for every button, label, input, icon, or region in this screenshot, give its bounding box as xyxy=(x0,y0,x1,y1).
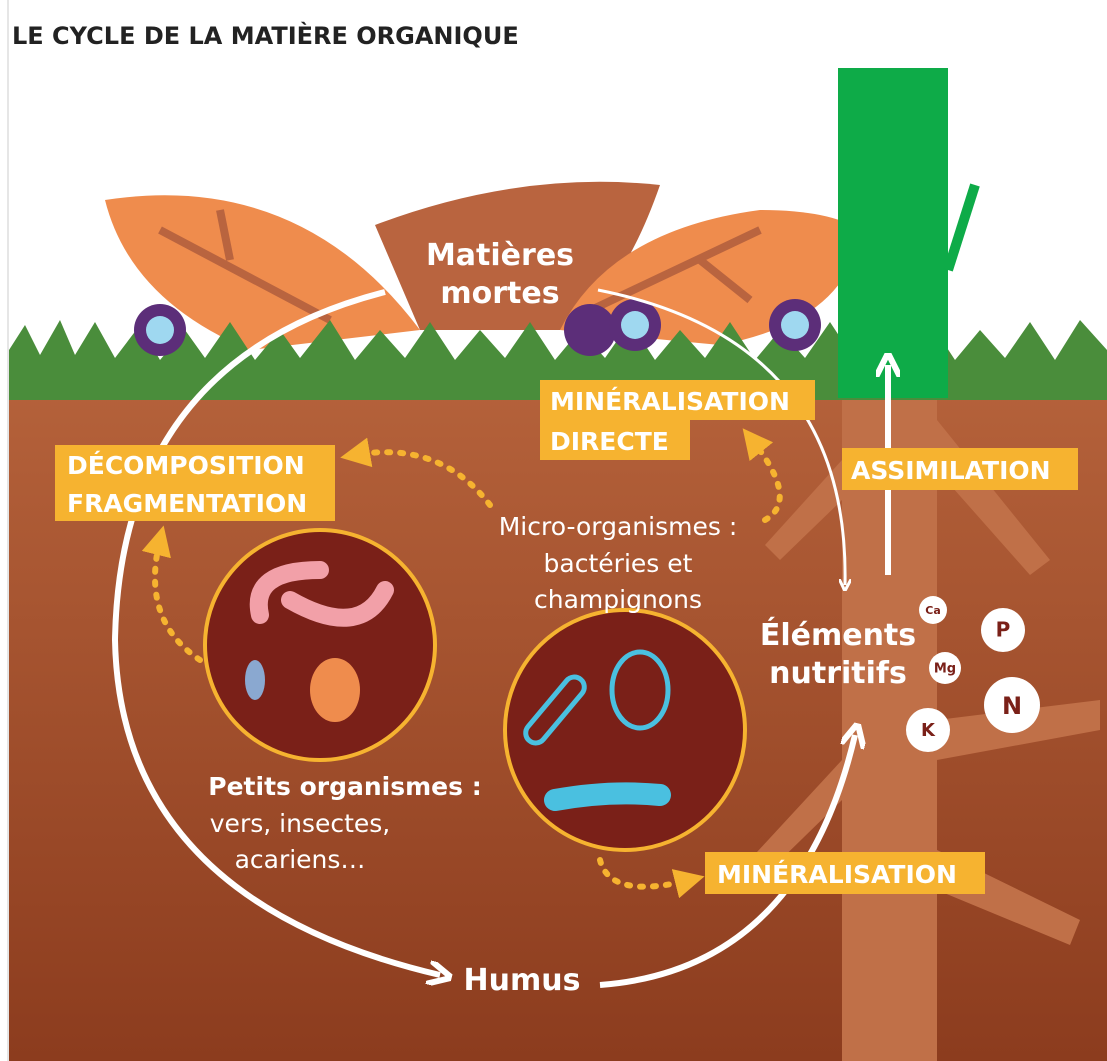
process-label: DIRECTE xyxy=(550,427,669,456)
process-label: MINÉRALISATION xyxy=(550,387,790,416)
element-label: N xyxy=(1002,692,1022,720)
process-label: DÉCOMPOSITION xyxy=(67,451,305,480)
diagram: LE CYCLE DE LA MATIÈRE ORGANIQUE xyxy=(0,0,1107,1061)
node-label: champignons xyxy=(534,585,702,614)
plant-stem xyxy=(838,68,948,398)
node-label: nutritifs xyxy=(769,656,907,691)
node-label: Petits organismes : xyxy=(208,772,481,801)
node-label: Micro-organismes : xyxy=(499,512,738,541)
insect xyxy=(245,660,265,700)
element-label: K xyxy=(921,720,936,741)
element-label: P xyxy=(996,618,1011,642)
process-label: ASSIMILATION xyxy=(851,456,1051,485)
element-label: Ca xyxy=(925,604,941,617)
node-label: mortes xyxy=(440,276,559,311)
node-label: Éléments xyxy=(760,617,916,653)
mite xyxy=(310,658,360,722)
node-label: bactéries et xyxy=(544,549,693,578)
plant-leaf xyxy=(948,185,975,270)
microbes-circle xyxy=(505,610,745,850)
process-label: MINÉRALISATION xyxy=(717,860,957,889)
node-label: vers, insectes, xyxy=(210,809,390,838)
title: LE CYCLE DE LA MATIÈRE ORGANIQUE xyxy=(12,21,519,50)
process-label: FRAGMENTATION xyxy=(67,489,307,518)
node-label: Humus xyxy=(464,963,581,998)
node-label: Matières xyxy=(426,238,574,273)
element-label: Mg xyxy=(934,662,956,677)
bacteria xyxy=(555,793,660,800)
node-label: acariens… xyxy=(235,845,366,874)
